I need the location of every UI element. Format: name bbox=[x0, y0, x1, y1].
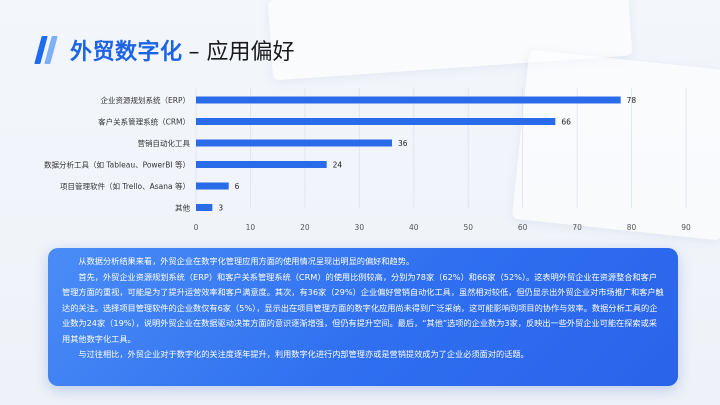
x-tick-label: 50 bbox=[463, 223, 473, 232]
x-tick-label: 60 bbox=[518, 223, 528, 232]
category-label: 企业资源规划系统（ERP） bbox=[101, 95, 190, 105]
value-label: 24 bbox=[333, 160, 343, 169]
x-tick-label: 40 bbox=[409, 223, 419, 232]
bar-chart: 0 10 20 30 40 50 60 70 80 90 企业资源规划系统（ERP） 78 客户关系管理… bbox=[44, 88, 691, 232]
page-subtitle: – 应用偏好 bbox=[188, 40, 295, 65]
bar bbox=[196, 96, 621, 104]
summary-paragraph-3: 与过往相比，外贸企业对于数字化的关注度逐年提升，利用数字化进行内部管理亦或是营销… bbox=[78, 349, 529, 359]
x-tick-label: 20 bbox=[300, 223, 310, 232]
value-label: 3 bbox=[218, 203, 223, 212]
category-label: 营销自动化工具 bbox=[138, 138, 191, 148]
x-tick-label: 10 bbox=[246, 223, 256, 232]
x-tick-label: 80 bbox=[627, 223, 637, 232]
x-tick-label: 0 bbox=[194, 223, 199, 232]
page-title: 外贸数字化 bbox=[70, 40, 183, 65]
title-bar: 外贸数字化 – 应用偏好 bbox=[34, 30, 295, 70]
bar bbox=[196, 204, 213, 211]
summary-panel: 从数据分析结果来看，外贸企业在数字化管理应用方面的使用情况呈现出明显的偏好和趋势… bbox=[48, 248, 678, 386]
category-label: 客户关系管理系统（CRM） bbox=[98, 116, 190, 126]
x-tick-label: 90 bbox=[681, 223, 691, 232]
summary-paragraph-2: 首先，外贸企业资源规划系统（ERP）和客户关系管理系统（CRM）的使用比例较高，… bbox=[62, 271, 664, 344]
summary-paragraph-1: 从数据分析结果来看，外贸企业在数字化管理应用方面的使用情况呈现出明显的偏好和趋势… bbox=[78, 256, 415, 266]
title-accent-icon bbox=[34, 33, 62, 67]
x-tick-label: 30 bbox=[355, 223, 365, 232]
category-label: 其他 bbox=[175, 202, 190, 212]
category-label: 数据分析工具（如 Tableau、PowerBI 等） bbox=[44, 159, 190, 169]
bar bbox=[196, 139, 392, 147]
value-label: 78 bbox=[627, 96, 637, 105]
bar bbox=[196, 182, 229, 190]
x-tick-label: 70 bbox=[572, 223, 582, 232]
value-label: 66 bbox=[561, 117, 571, 126]
category-label: 项目管理软件（如 Trello、Asana 等） bbox=[60, 181, 190, 191]
value-label: 6 bbox=[235, 182, 240, 191]
bar bbox=[196, 118, 556, 125]
value-label: 36 bbox=[398, 139, 408, 148]
bar bbox=[196, 161, 327, 168]
